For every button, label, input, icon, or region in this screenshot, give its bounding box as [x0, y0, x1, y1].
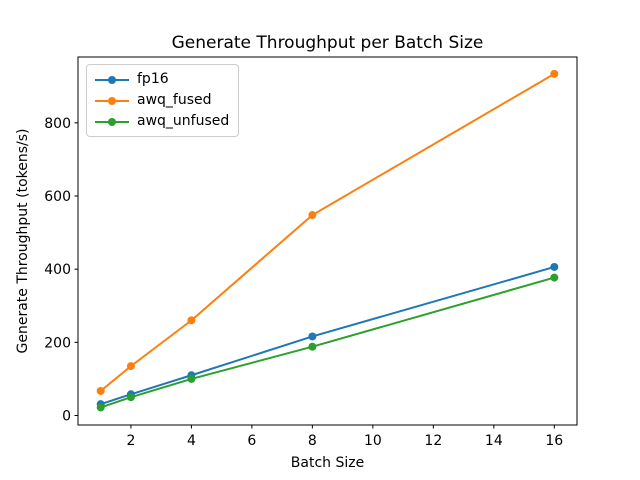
data-point-awq_unfused	[96, 403, 105, 412]
data-point-awq_fused	[187, 316, 196, 325]
legend-item-fp16: fp16	[95, 70, 229, 89]
chart-title: Generate Throughput per Batch Size	[171, 33, 484, 53]
series-line-fp16	[100, 266, 555, 406]
legend: fp16 awq_fused awq_unfused	[86, 64, 240, 137]
y-tick-label: 400	[44, 262, 71, 278]
data-point-awq_fused	[126, 362, 135, 371]
y-tick-label: 200	[44, 335, 71, 351]
data-point-awq_unfused	[126, 393, 135, 402]
axes-frame	[77, 56, 578, 426]
data-point-awq_fused	[308, 211, 317, 220]
x-tick-label: 6	[247, 433, 256, 449]
x-tick-label: 2	[126, 433, 135, 449]
y-tick-label: 800	[44, 116, 71, 132]
y-axis-label: Generate Throughput (tokens/s)	[15, 128, 31, 354]
data-point-fp16	[308, 332, 317, 341]
legend-marker-icon	[95, 96, 129, 105]
x-tick-label: 12	[424, 433, 442, 449]
data-point-awq_fused	[96, 386, 105, 395]
x-tick-label: 16	[545, 433, 563, 449]
legend-item-awq_unfused: awq_unfused	[95, 112, 229, 131]
data-point-awq_unfused	[187, 374, 196, 383]
y-tick-label: 600	[44, 189, 71, 205]
x-tick-label: 14	[485, 433, 503, 449]
data-point-fp16	[550, 262, 559, 271]
legend-label: fp16	[137, 71, 169, 87]
legend-marker-icon	[95, 117, 129, 126]
data-point-awq_unfused	[308, 342, 317, 351]
series-line-awq_unfused	[100, 276, 555, 409]
legend-label: awq_fused	[137, 92, 212, 108]
x-tick-label: 10	[364, 433, 382, 449]
legend-item-awq_fused: awq_fused	[95, 91, 229, 110]
data-point-awq_unfused	[550, 273, 559, 282]
y-tick-label: 0	[62, 408, 71, 424]
x-axis-label: Batch Size	[290, 455, 365, 471]
legend-marker-icon	[95, 75, 129, 84]
legend-label: awq_unfused	[137, 113, 230, 129]
x-tick-label: 4	[187, 433, 196, 449]
x-tick-label: 8	[308, 433, 317, 449]
data-point-awq_fused	[550, 69, 559, 78]
